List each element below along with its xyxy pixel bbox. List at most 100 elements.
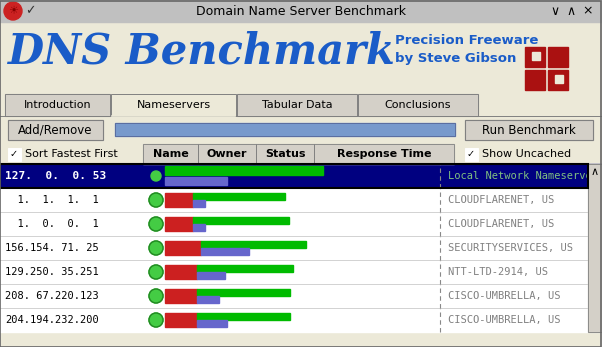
Bar bbox=[197, 313, 290, 320]
Bar bbox=[314, 144, 454, 164]
Bar bbox=[358, 94, 478, 116]
Bar bbox=[0, 164, 588, 188]
Bar bbox=[197, 320, 227, 327]
Text: ✓: ✓ bbox=[467, 149, 475, 159]
Bar bbox=[465, 120, 593, 140]
Circle shape bbox=[149, 193, 163, 207]
Text: ×: × bbox=[583, 5, 593, 17]
Text: Introduction: Introduction bbox=[23, 100, 92, 110]
Bar bbox=[256, 144, 314, 164]
Bar bbox=[198, 144, 256, 164]
Bar bbox=[193, 193, 285, 200]
Bar bbox=[193, 200, 205, 207]
Text: 129.250. 35.251: 129.250. 35.251 bbox=[5, 267, 99, 277]
Bar bbox=[201, 241, 306, 248]
Text: ✓: ✓ bbox=[10, 149, 18, 159]
Bar bbox=[165, 313, 197, 327]
Bar bbox=[548, 47, 568, 67]
Text: Status: Status bbox=[265, 149, 305, 159]
Bar bbox=[165, 241, 201, 255]
Text: 156.154. 71. 25: 156.154. 71. 25 bbox=[5, 243, 99, 253]
Bar bbox=[5, 94, 110, 116]
Text: NTT-LTD-2914, US: NTT-LTD-2914, US bbox=[448, 267, 548, 277]
Bar bbox=[256, 144, 314, 164]
Bar bbox=[0, 284, 602, 308]
Text: CISCO-UMBRELLA, US: CISCO-UMBRELLA, US bbox=[448, 291, 560, 301]
Text: ∧: ∧ bbox=[591, 167, 599, 177]
Text: Name: Name bbox=[153, 149, 188, 159]
Circle shape bbox=[149, 265, 163, 279]
Bar bbox=[0, 164, 602, 188]
Circle shape bbox=[151, 171, 161, 181]
Bar bbox=[5, 94, 110, 116]
Text: Add/Remove: Add/Remove bbox=[18, 124, 93, 136]
Bar bbox=[165, 217, 193, 231]
Text: 204.194.232.200: 204.194.232.200 bbox=[5, 315, 99, 325]
Text: Tabular Data: Tabular Data bbox=[262, 100, 332, 110]
Text: SECURITYSERVICES, US: SECURITYSERVICES, US bbox=[448, 243, 573, 253]
Text: Response Time: Response Time bbox=[337, 149, 431, 159]
Bar bbox=[555, 75, 563, 83]
Bar bbox=[193, 217, 289, 224]
Bar bbox=[588, 164, 602, 332]
Bar bbox=[197, 289, 290, 296]
Bar bbox=[525, 47, 545, 67]
Bar bbox=[0, 236, 602, 260]
Bar bbox=[0, 308, 602, 332]
Circle shape bbox=[149, 217, 163, 231]
Bar bbox=[8, 148, 21, 161]
Text: Show Uncached: Show Uncached bbox=[482, 149, 571, 159]
Text: Domain Name Server Benchmark: Domain Name Server Benchmark bbox=[196, 5, 406, 17]
Circle shape bbox=[149, 313, 163, 327]
Bar bbox=[197, 272, 225, 279]
Bar bbox=[165, 166, 323, 175]
Bar bbox=[198, 144, 256, 164]
Bar bbox=[111, 94, 236, 116]
Text: ∧: ∧ bbox=[566, 5, 576, 17]
Text: 127.  0.  0. 53: 127. 0. 0. 53 bbox=[5, 171, 106, 181]
Text: Precision Freeware: Precision Freeware bbox=[395, 34, 538, 47]
Circle shape bbox=[4, 2, 22, 20]
Bar bbox=[548, 70, 568, 90]
Bar bbox=[465, 148, 478, 161]
Bar bbox=[197, 296, 219, 303]
Bar bbox=[115, 123, 455, 136]
Text: Local Network Nameserver: Local Network Nameserver bbox=[448, 171, 598, 181]
Bar bbox=[111, 94, 236, 116]
Text: CISCO-UMBRELLA, US: CISCO-UMBRELLA, US bbox=[448, 315, 560, 325]
Text: 1.  0.  0.  1: 1. 0. 0. 1 bbox=[5, 219, 99, 229]
Text: CLOUDFLARENET, US: CLOUDFLARENET, US bbox=[448, 219, 554, 229]
Bar bbox=[8, 120, 103, 140]
Bar bbox=[115, 123, 455, 136]
Bar bbox=[525, 70, 545, 90]
Bar bbox=[0, 188, 602, 212]
Text: Conclusions: Conclusions bbox=[385, 100, 452, 110]
Text: DNS Benchmark: DNS Benchmark bbox=[8, 30, 396, 72]
Bar bbox=[0, 260, 602, 284]
Text: by Steve Gibson: by Steve Gibson bbox=[395, 52, 517, 65]
Text: CLOUDFLARENET, US: CLOUDFLARENET, US bbox=[448, 195, 554, 205]
Circle shape bbox=[149, 289, 163, 303]
Bar bbox=[143, 144, 198, 164]
Text: 1.  1.  1.  1: 1. 1. 1. 1 bbox=[5, 195, 99, 205]
Bar bbox=[0, 0, 602, 22]
Text: Nameservers: Nameservers bbox=[137, 100, 211, 110]
Bar bbox=[165, 265, 197, 279]
Text: Sort Fastest First: Sort Fastest First bbox=[25, 149, 118, 159]
Circle shape bbox=[149, 241, 163, 255]
Bar bbox=[197, 265, 293, 272]
Bar bbox=[165, 289, 197, 303]
Bar bbox=[314, 144, 454, 164]
Bar bbox=[201, 248, 249, 255]
Text: Run Benchmark: Run Benchmark bbox=[482, 124, 576, 136]
Text: ✓: ✓ bbox=[25, 5, 36, 17]
Bar bbox=[588, 164, 602, 332]
Bar bbox=[143, 144, 198, 164]
Text: ☀: ☀ bbox=[8, 6, 18, 16]
Bar bbox=[358, 94, 478, 116]
Bar bbox=[165, 193, 193, 207]
Bar bbox=[193, 224, 205, 231]
Bar bbox=[0, 212, 602, 236]
Bar bbox=[532, 52, 540, 60]
Text: Owner: Owner bbox=[206, 149, 247, 159]
